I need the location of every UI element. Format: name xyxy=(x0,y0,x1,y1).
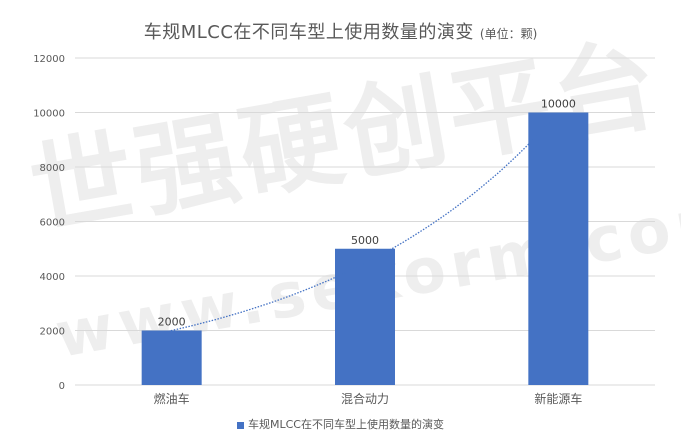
legend-swatch xyxy=(237,421,244,429)
legend: 车规MLCC在不同车型上使用数量的演变 xyxy=(0,416,681,432)
y-tick-label: 12000 xyxy=(33,54,65,65)
x-axis-tick-labels: 燃油车 混合动力 新能源车 xyxy=(154,391,583,406)
y-tick-label: 4000 xyxy=(40,272,65,283)
y-tick-label: 0 xyxy=(59,381,65,392)
bar xyxy=(335,248,395,385)
y-tick-label: 8000 xyxy=(40,163,65,174)
y-axis-tick-labels: 0 2000 4000 6000 8000 10000 12000 xyxy=(33,54,65,392)
bar xyxy=(141,330,202,385)
data-label: 5000 xyxy=(351,234,379,247)
y-tick-label: 2000 xyxy=(40,327,65,338)
data-label: 10000 xyxy=(541,98,576,111)
legend-label: 车规MLCC在不同车型上使用数量的演变 xyxy=(248,418,444,431)
y-tick-label: 10000 xyxy=(33,109,65,120)
chart-title-unit: (单位：颗) xyxy=(479,27,538,41)
bar xyxy=(528,112,589,385)
x-tick-label: 新能源车 xyxy=(534,391,582,406)
bars xyxy=(141,112,589,385)
chart-title: 车规MLCC在不同车型上使用数量的演变 (单位：颗) xyxy=(0,18,681,44)
data-label: 2000 xyxy=(158,316,186,329)
chart-title-main: 车规MLCC在不同车型上使用数量的演变 xyxy=(143,22,474,43)
trendline-layer xyxy=(156,112,559,335)
y-tick-label: 6000 xyxy=(40,218,65,229)
x-tick-label: 燃油车 xyxy=(154,391,190,406)
data-labels: 2000 5000 10000 xyxy=(158,98,576,329)
x-tick-label: 混合动力 xyxy=(341,391,389,406)
trendline xyxy=(156,112,559,335)
